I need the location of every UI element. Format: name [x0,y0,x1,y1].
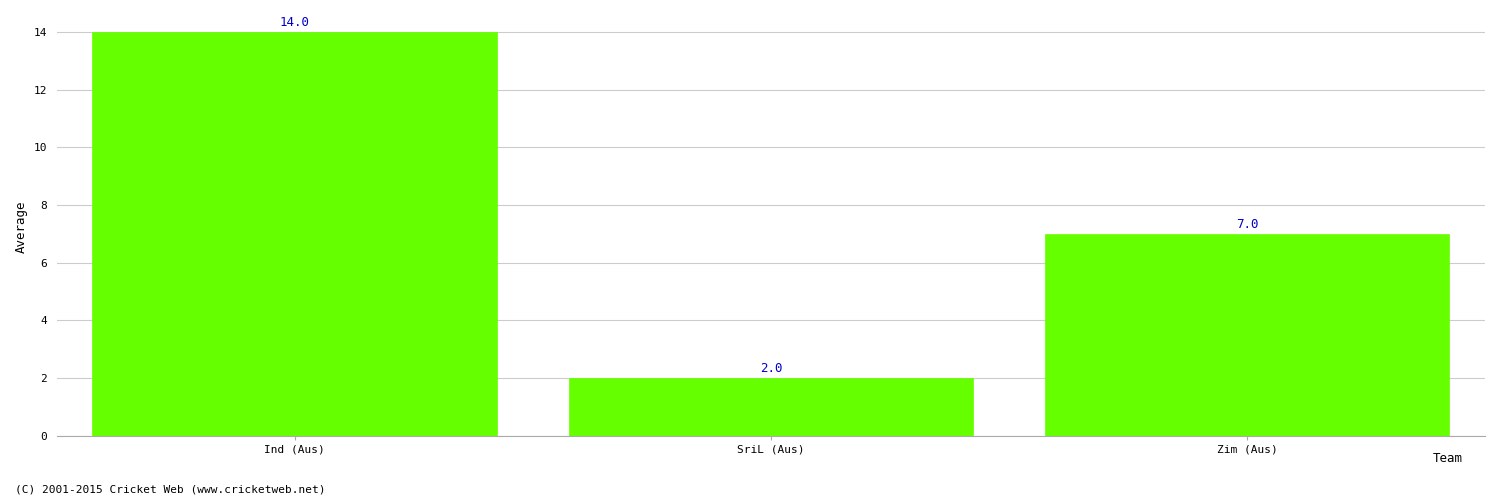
Bar [1044,234,1449,436]
Text: Team: Team [1432,452,1462,465]
Text: 2.0: 2.0 [759,362,782,376]
Bar [93,32,496,436]
Text: 7.0: 7.0 [1236,218,1258,231]
Text: (C) 2001-2015 Cricket Web (www.cricketweb.net): (C) 2001-2015 Cricket Web (www.cricketwe… [15,485,326,495]
Text: 14.0: 14.0 [280,16,310,29]
Bar [568,378,974,436]
Y-axis label: Average: Average [15,200,28,253]
